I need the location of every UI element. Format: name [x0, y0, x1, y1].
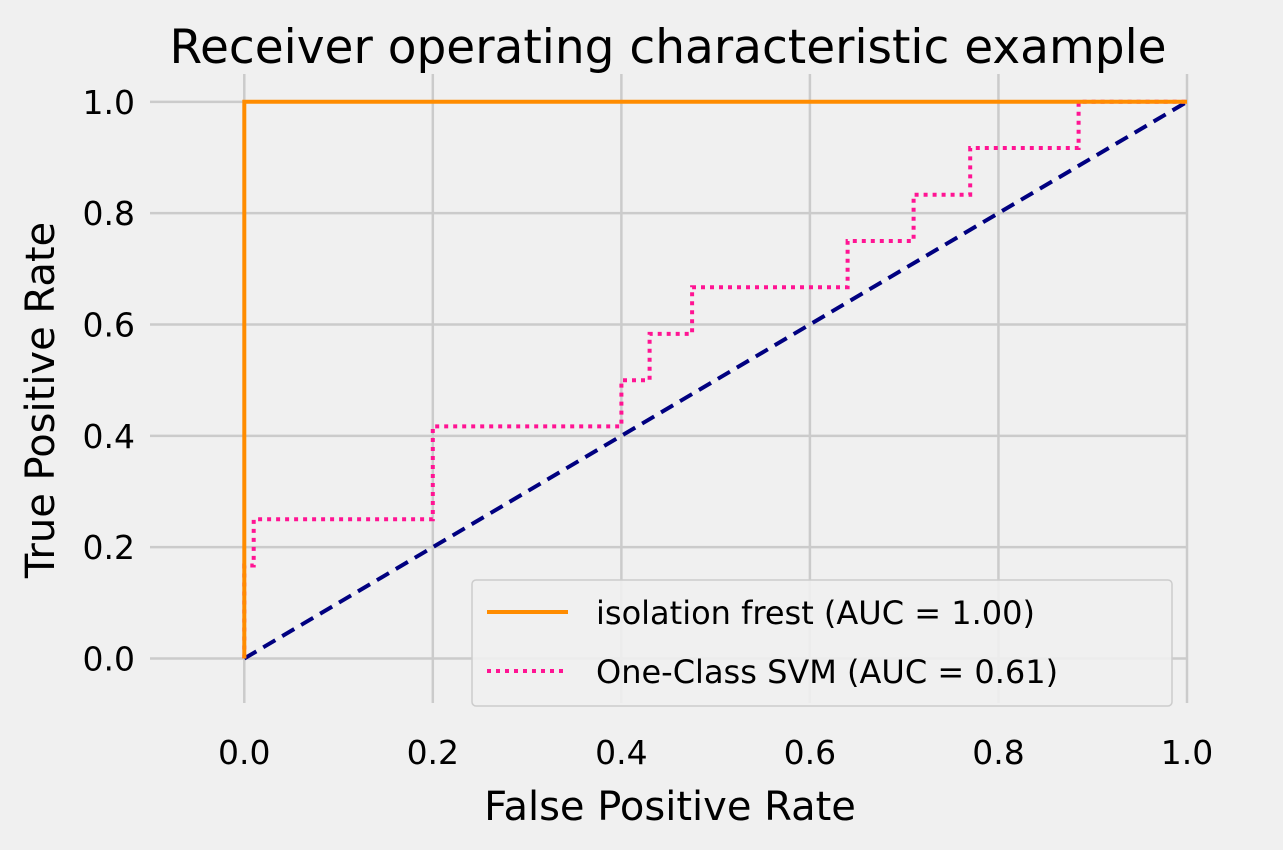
legend-label-isolation-forest: isolation frest (AUC = 1.00)	[596, 594, 1035, 632]
isolation-forest-roc-line	[242, 99, 1187, 659]
y-tick-label: 0.6	[83, 305, 135, 344]
legend-label-one-class-svm: One-Class SVM (AUC = 0.61)	[596, 653, 1058, 691]
y-axis-label: True Positive Rate	[18, 222, 64, 579]
chance-diagonal-line	[243, 100, 1189, 661]
x-axis-label: False Positive Rate	[484, 784, 856, 830]
legend: isolation frest (AUC = 1.00) One-Class S…	[471, 579, 1173, 707]
x-tick-label: 0.2	[407, 733, 459, 772]
y-tick-label: 1.0	[83, 83, 135, 122]
series-layer	[242, 99, 1189, 661]
x-tick-label: 0.4	[595, 733, 647, 772]
x-tick-label: 0.0	[218, 733, 270, 772]
y-tick-label: 0.4	[83, 417, 135, 456]
y-tick-label: 0.2	[83, 528, 135, 567]
chart-title: Receiver operating characteristic exampl…	[169, 20, 1166, 75]
legend-box	[471, 579, 1173, 707]
y-tick-label: 0.8	[83, 194, 135, 233]
y-tick-label: 0.0	[83, 639, 135, 678]
x-tick-label: 0.8	[972, 733, 1024, 772]
x-tick-label: 0.6	[784, 733, 836, 772]
x-tick-label: 1.0	[1161, 733, 1213, 772]
ticks-layer: 0.0 0.2 0.4 0.6 0.8 1.0 0.0 0.2 0.4 0.6 0.8 1.0	[83, 83, 1214, 772]
